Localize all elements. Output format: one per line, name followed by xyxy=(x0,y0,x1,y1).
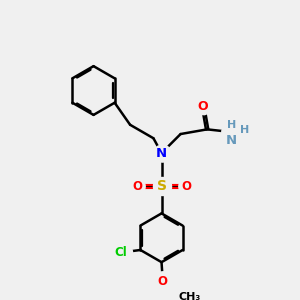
Text: O: O xyxy=(132,180,142,193)
Text: H: H xyxy=(240,125,249,135)
Text: N: N xyxy=(226,134,237,147)
Text: H: H xyxy=(227,120,236,130)
Text: O: O xyxy=(198,100,208,113)
Text: O: O xyxy=(181,180,191,193)
Text: Cl: Cl xyxy=(115,246,128,259)
Text: O: O xyxy=(158,275,168,288)
Text: S: S xyxy=(157,179,166,194)
Text: CH₃: CH₃ xyxy=(178,292,200,300)
Text: N: N xyxy=(156,147,167,160)
